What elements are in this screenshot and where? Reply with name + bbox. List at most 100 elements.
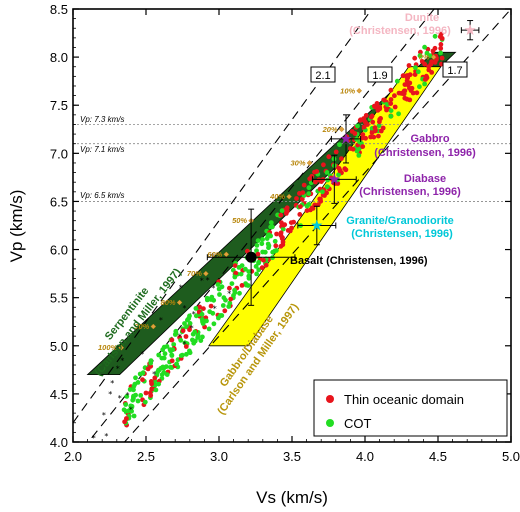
- star-marker: *: [211, 284, 215, 293]
- serp-label-7: 70%: [187, 269, 202, 278]
- star-marker: *: [227, 290, 231, 299]
- legend-label-cot: COT: [344, 416, 372, 431]
- point-cot: [193, 313, 199, 319]
- x-tick-label-3: 3.5: [283, 449, 301, 464]
- point-thin-oceanic: [273, 243, 279, 249]
- point-thin-oceanic: [429, 70, 435, 75]
- point-cot: [388, 108, 394, 113]
- x-tick-label-4: 4.0: [356, 449, 374, 464]
- star-marker: *: [104, 432, 108, 441]
- x-tick-label-0: 2.0: [64, 449, 82, 464]
- ratio-lines: [73, 9, 511, 442]
- point-thin-oceanic: [438, 42, 444, 47]
- point-cot: [135, 398, 141, 404]
- star-marker: *: [110, 379, 114, 388]
- point-thin-oceanic: [368, 114, 374, 120]
- point-thin-oceanic: [439, 55, 445, 61]
- point-thin-oceanic: [169, 358, 175, 364]
- point-cot: [140, 370, 146, 376]
- point-cot: [161, 344, 167, 350]
- ratio-label-1-7-text: 1.7: [447, 65, 462, 77]
- point-cot: [178, 337, 184, 343]
- plot-content: **** ** ***************** ** 0%10%20%30%40%…: [73, 9, 511, 443]
- point-thin-oceanic: [152, 375, 158, 381]
- serp-marker-7: [203, 270, 209, 277]
- point-thin-oceanic: [407, 80, 413, 86]
- point-cot: [138, 393, 144, 398]
- legend-box: [313, 379, 508, 437]
- point-thin-oceanic: [314, 169, 320, 174]
- point-thin-oceanic: [429, 59, 435, 64]
- point-thin-oceanic: [376, 104, 381, 110]
- point-thin-oceanic: [201, 306, 206, 311]
- point-cot: [259, 241, 265, 247]
- point-cot: [199, 311, 205, 317]
- dunite-ref: (Christensen, 1996): [349, 25, 451, 37]
- point-cot: [268, 220, 274, 226]
- point-thin-oceanic: [432, 45, 438, 51]
- point-thin-oceanic: [263, 262, 269, 268]
- data-points: **** ** ***************** **: [92, 31, 445, 443]
- serp-label-3: 30%: [290, 159, 305, 168]
- point-cot: [320, 189, 325, 195]
- point-cot: [272, 238, 278, 244]
- point-thin-oceanic: [222, 308, 228, 314]
- ratio-label-1-7: 1.7: [442, 61, 468, 78]
- point-thin-oceanic: [261, 257, 266, 263]
- point-cot: [229, 281, 235, 286]
- point-thin-oceanic: [360, 132, 366, 138]
- point-cot: [236, 265, 242, 270]
- star-marker: *: [179, 284, 183, 293]
- point-cot: [231, 293, 236, 298]
- point-thin-oceanic: [407, 97, 413, 103]
- y-tick-label-1: 4.5: [50, 387, 68, 402]
- sample-marker-2: [328, 173, 340, 185]
- serp-marker-8: [176, 299, 183, 306]
- x-tick-label-1: 2.5: [137, 449, 155, 464]
- sample-marker-3: [311, 219, 323, 231]
- point-cot: [246, 269, 252, 274]
- star-marker: *: [129, 406, 133, 415]
- serp-label-10: 100%: [98, 343, 118, 352]
- point-thin-oceanic: [392, 93, 397, 99]
- point-cot: [388, 113, 394, 119]
- point-thin-oceanic: [352, 131, 358, 136]
- point-cot: [217, 292, 222, 297]
- point-thin-oceanic: [414, 90, 420, 96]
- point-cot: [266, 245, 271, 251]
- point-cot: [438, 50, 443, 56]
- point-cot: [357, 139, 362, 145]
- point-thin-oceanic: [388, 97, 394, 102]
- point-cot: [413, 65, 418, 70]
- star-marker: *: [206, 276, 210, 285]
- granite-label: Granite/Granodiorite: [346, 215, 454, 227]
- point-cot: [200, 321, 206, 326]
- point-thin-oceanic: [280, 239, 286, 245]
- point-cot: [159, 355, 165, 361]
- point-cot: [124, 394, 130, 399]
- point-thin-oceanic: [288, 220, 294, 226]
- point-thin-oceanic: [438, 31, 444, 37]
- ref-line-label-7-1: Vp: 7.1 km/s: [80, 145, 124, 154]
- star-marker: *: [92, 434, 96, 443]
- point-cot: [376, 123, 382, 129]
- point-thin-oceanic: [357, 118, 363, 123]
- legend-label-thin-oceanic: Thin oceanic domain: [344, 392, 464, 407]
- point-cot: [264, 236, 270, 241]
- point-cot: [156, 352, 162, 358]
- point-cot: [245, 283, 251, 288]
- point-cot: [260, 237, 265, 242]
- point-thin-oceanic: [402, 82, 408, 87]
- point-cot: [270, 249, 276, 255]
- point-thin-oceanic: [350, 146, 356, 152]
- point-thin-oceanic: [333, 149, 339, 155]
- serp-marker-1: [356, 87, 363, 94]
- point-thin-oceanic: [401, 91, 406, 97]
- point-cot: [128, 403, 134, 409]
- y-tick-label-2: 5.0: [50, 339, 68, 354]
- point-thin-oceanic: [278, 243, 284, 249]
- point-thin-oceanic: [255, 251, 261, 257]
- point-cot: [232, 274, 238, 280]
- point-cot: [355, 123, 360, 129]
- point-thin-oceanic: [310, 206, 316, 211]
